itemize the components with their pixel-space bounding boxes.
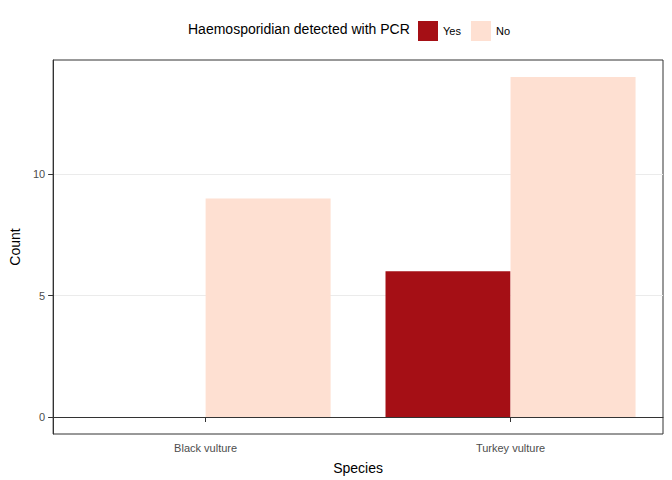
- svg-text:Turkey vulture: Turkey vulture: [476, 442, 545, 454]
- svg-text:5: 5: [39, 290, 45, 302]
- svg-text:Count: Count: [7, 228, 23, 265]
- svg-text:0: 0: [39, 411, 45, 423]
- svg-text:Black vulture: Black vulture: [174, 442, 237, 454]
- svg-text:No: No: [496, 25, 510, 37]
- svg-text:Species: Species: [333, 460, 383, 476]
- svg-text:Haemosporidian detected with P: Haemosporidian detected with PCR: [188, 21, 410, 37]
- svg-text:Yes: Yes: [443, 25, 461, 37]
- svg-text:10: 10: [33, 168, 45, 180]
